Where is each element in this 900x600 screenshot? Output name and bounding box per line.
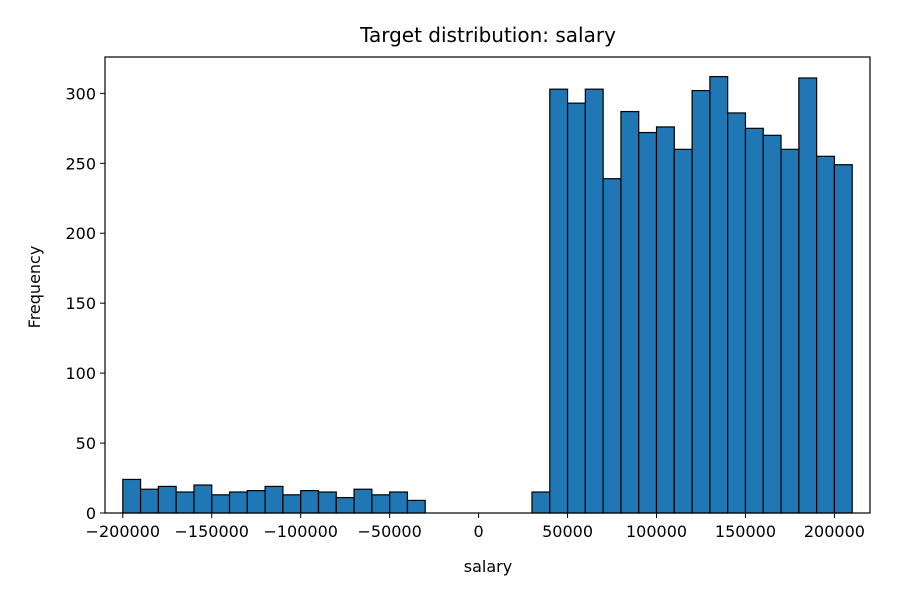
- histogram-bar: [371, 494, 391, 514]
- histogram-bar: [762, 134, 782, 514]
- histogram-bar: [727, 112, 747, 514]
- x-tick-label: 0: [474, 522, 484, 541]
- histogram-bar: [211, 494, 231, 514]
- plot-frame: [104, 56, 871, 514]
- histogram-bar: [282, 494, 302, 514]
- histogram-bar: [175, 491, 195, 514]
- histogram-bar: [584, 88, 604, 514]
- histogram-bar: [673, 148, 693, 514]
- histogram-bar: [139, 488, 159, 514]
- histogram-bar: [638, 131, 658, 514]
- y-tick-label: 0: [86, 504, 96, 523]
- histogram-bar: [602, 178, 622, 514]
- x-tick-label: −100000: [263, 522, 337, 541]
- histogram-bar: [406, 499, 426, 514]
- y-tick-label: 50: [76, 434, 96, 453]
- bars-group: [122, 75, 853, 514]
- y-tick-label: 150: [65, 294, 96, 313]
- y-axis-label: Frequency: [25, 246, 44, 329]
- y-tick-label: 100: [65, 364, 96, 383]
- histogram-bar: [780, 148, 800, 514]
- histogram-bar: [691, 89, 711, 514]
- chart-title: Target distribution: salary: [359, 23, 616, 47]
- x-tick-label: −150000: [175, 522, 249, 541]
- histogram-bar: [798, 77, 818, 514]
- histogram-bar: [157, 485, 177, 514]
- histogram-bar: [335, 497, 355, 514]
- x-tick-label: 150000: [715, 522, 776, 541]
- histogram-bar: [549, 88, 569, 514]
- histogram-bar: [246, 490, 266, 514]
- y-tick-label: 250: [65, 154, 96, 173]
- x-tick-label: 100000: [626, 522, 687, 541]
- histogram-bar: [300, 490, 320, 514]
- x-tick-label: 200000: [804, 522, 865, 541]
- x-tick-label: −50000: [357, 522, 421, 541]
- histogram-bar: [833, 164, 853, 514]
- histogram-bar: [531, 491, 551, 514]
- histogram-bar: [566, 102, 586, 514]
- y-tick-label: 300: [65, 84, 96, 103]
- x-axis-label: salary: [464, 557, 512, 576]
- histogram-bar: [816, 155, 836, 514]
- y-axis-ticks: 0 50 100 150 200 250 300: [65, 84, 105, 523]
- x-tick-label: 50000: [542, 522, 593, 541]
- histogram-bar: [122, 478, 142, 514]
- histogram-bar: [228, 491, 248, 514]
- histogram-bar: [317, 491, 337, 514]
- histogram-bar: [264, 485, 284, 514]
- histogram-bar: [620, 110, 640, 514]
- histogram-bar: [353, 488, 373, 514]
- histogram-bar: [389, 491, 409, 514]
- histogram-bar: [655, 126, 675, 514]
- histogram-bar: [193, 484, 213, 514]
- histogram-bar: [709, 75, 729, 514]
- x-tick-label: −200000: [86, 522, 160, 541]
- x-axis-ticks: −200000 −150000 −100000 −50000 0 50000 100000 1…: [86, 513, 865, 541]
- histogram-bar: [744, 127, 764, 514]
- y-tick-label: 200: [65, 224, 96, 243]
